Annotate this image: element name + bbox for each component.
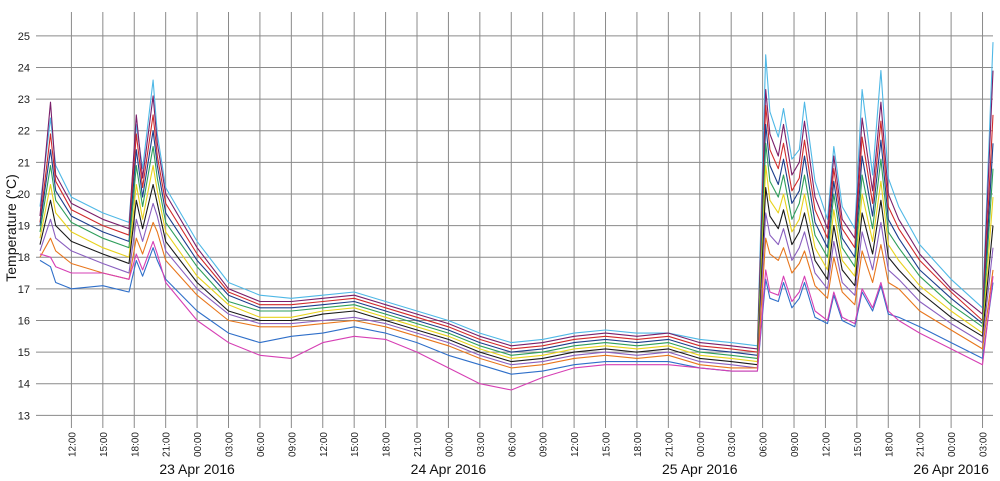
series-line-10 xyxy=(39,247,994,375)
x-tick-label: 03:00 xyxy=(727,432,738,457)
series-lines xyxy=(39,42,994,391)
x-tick-label: 15:00 xyxy=(853,432,864,457)
series-line-6 xyxy=(39,164,994,363)
x-tick-label: 03:00 xyxy=(476,432,487,457)
x-tick-label: 12:00 xyxy=(821,432,832,457)
y-tick-label: 16 xyxy=(18,315,30,327)
y-tick-labels: 13 14 15 16 17 18 19 20 21 22 23 24 25 xyxy=(18,31,30,423)
series-line-7 xyxy=(39,183,994,366)
x-tick-label: 00:00 xyxy=(193,432,204,457)
x-tick-label: 18:00 xyxy=(130,432,141,457)
date-label: 26 Apr 2016 xyxy=(913,461,989,477)
x-tick-label: 15:00 xyxy=(602,432,613,457)
x-tick-label: 06:00 xyxy=(507,432,518,457)
x-tick-label: 21:00 xyxy=(916,432,927,457)
x-tick-label: 00:00 xyxy=(696,432,707,457)
x-tick-label: 06:00 xyxy=(759,432,770,457)
x-tick-label: 12:00 xyxy=(67,432,78,457)
x-tick-label: 21:00 xyxy=(664,432,675,457)
x-tick-label: 09:00 xyxy=(539,432,550,457)
y-tick-label: 23 xyxy=(18,94,30,106)
x-tick-label: 00:00 xyxy=(444,432,455,457)
series-line-8 xyxy=(39,202,994,369)
y-tick-label: 18 xyxy=(18,252,30,264)
date-label: 25 Apr 2016 xyxy=(662,461,738,477)
x-tick-label: 21:00 xyxy=(162,432,173,457)
date-label: 24 Apr 2016 xyxy=(411,461,487,477)
y-tick-label: 22 xyxy=(18,126,30,138)
date-labels: 23 Apr 2016 24 Apr 2016 25 Apr 2016 26 Apr … xyxy=(159,461,989,477)
y-tick-label: 25 xyxy=(18,31,30,43)
x-tick-label: 18:00 xyxy=(633,432,644,457)
x-tick-label: 06:00 xyxy=(256,432,267,457)
x-tick-label: 03:00 xyxy=(225,432,236,457)
date-label: 23 Apr 2016 xyxy=(159,461,235,477)
y-tick-label: 17 xyxy=(18,284,30,296)
x-tick-label: 03:00 xyxy=(979,432,990,457)
y-tick-label: 14 xyxy=(18,379,30,391)
series-line-1 xyxy=(39,42,994,347)
x-tick-label: 18:00 xyxy=(382,432,393,457)
y-axis-title: Temperature (°C) xyxy=(3,174,19,282)
x-tick-label: 12:00 xyxy=(319,432,330,457)
y-tick-label: 19 xyxy=(18,221,30,233)
x-tick-label: 21:00 xyxy=(413,432,424,457)
x-gridlines xyxy=(70,12,984,428)
x-tick-label: 09:00 xyxy=(287,432,298,457)
y-tick-label: 15 xyxy=(18,347,30,359)
x-tick-labels: 12:00 15:00 18:00 21:00 00:00 03:00 06:00 09:00… xyxy=(67,432,989,457)
series-line-5 xyxy=(39,142,994,359)
y-tick-label: 21 xyxy=(18,157,30,169)
y-tick-label: 20 xyxy=(18,189,30,201)
x-tick-label: 12:00 xyxy=(570,432,581,457)
series-line-2 xyxy=(39,70,994,350)
series-line-4 xyxy=(39,123,994,356)
x-tick-label: 09:00 xyxy=(790,432,801,457)
x-tick-label: 00:00 xyxy=(947,432,958,457)
series-line-3 xyxy=(39,104,994,353)
x-tick-label: 18:00 xyxy=(884,432,895,457)
x-tick-label: 15:00 xyxy=(99,432,110,457)
y-tick-label: 13 xyxy=(18,410,30,422)
x-tick-label: 15:00 xyxy=(350,432,361,457)
y-tick-label: 24 xyxy=(18,62,30,74)
series-line-9 xyxy=(39,221,994,369)
series-line-11 xyxy=(39,240,994,391)
